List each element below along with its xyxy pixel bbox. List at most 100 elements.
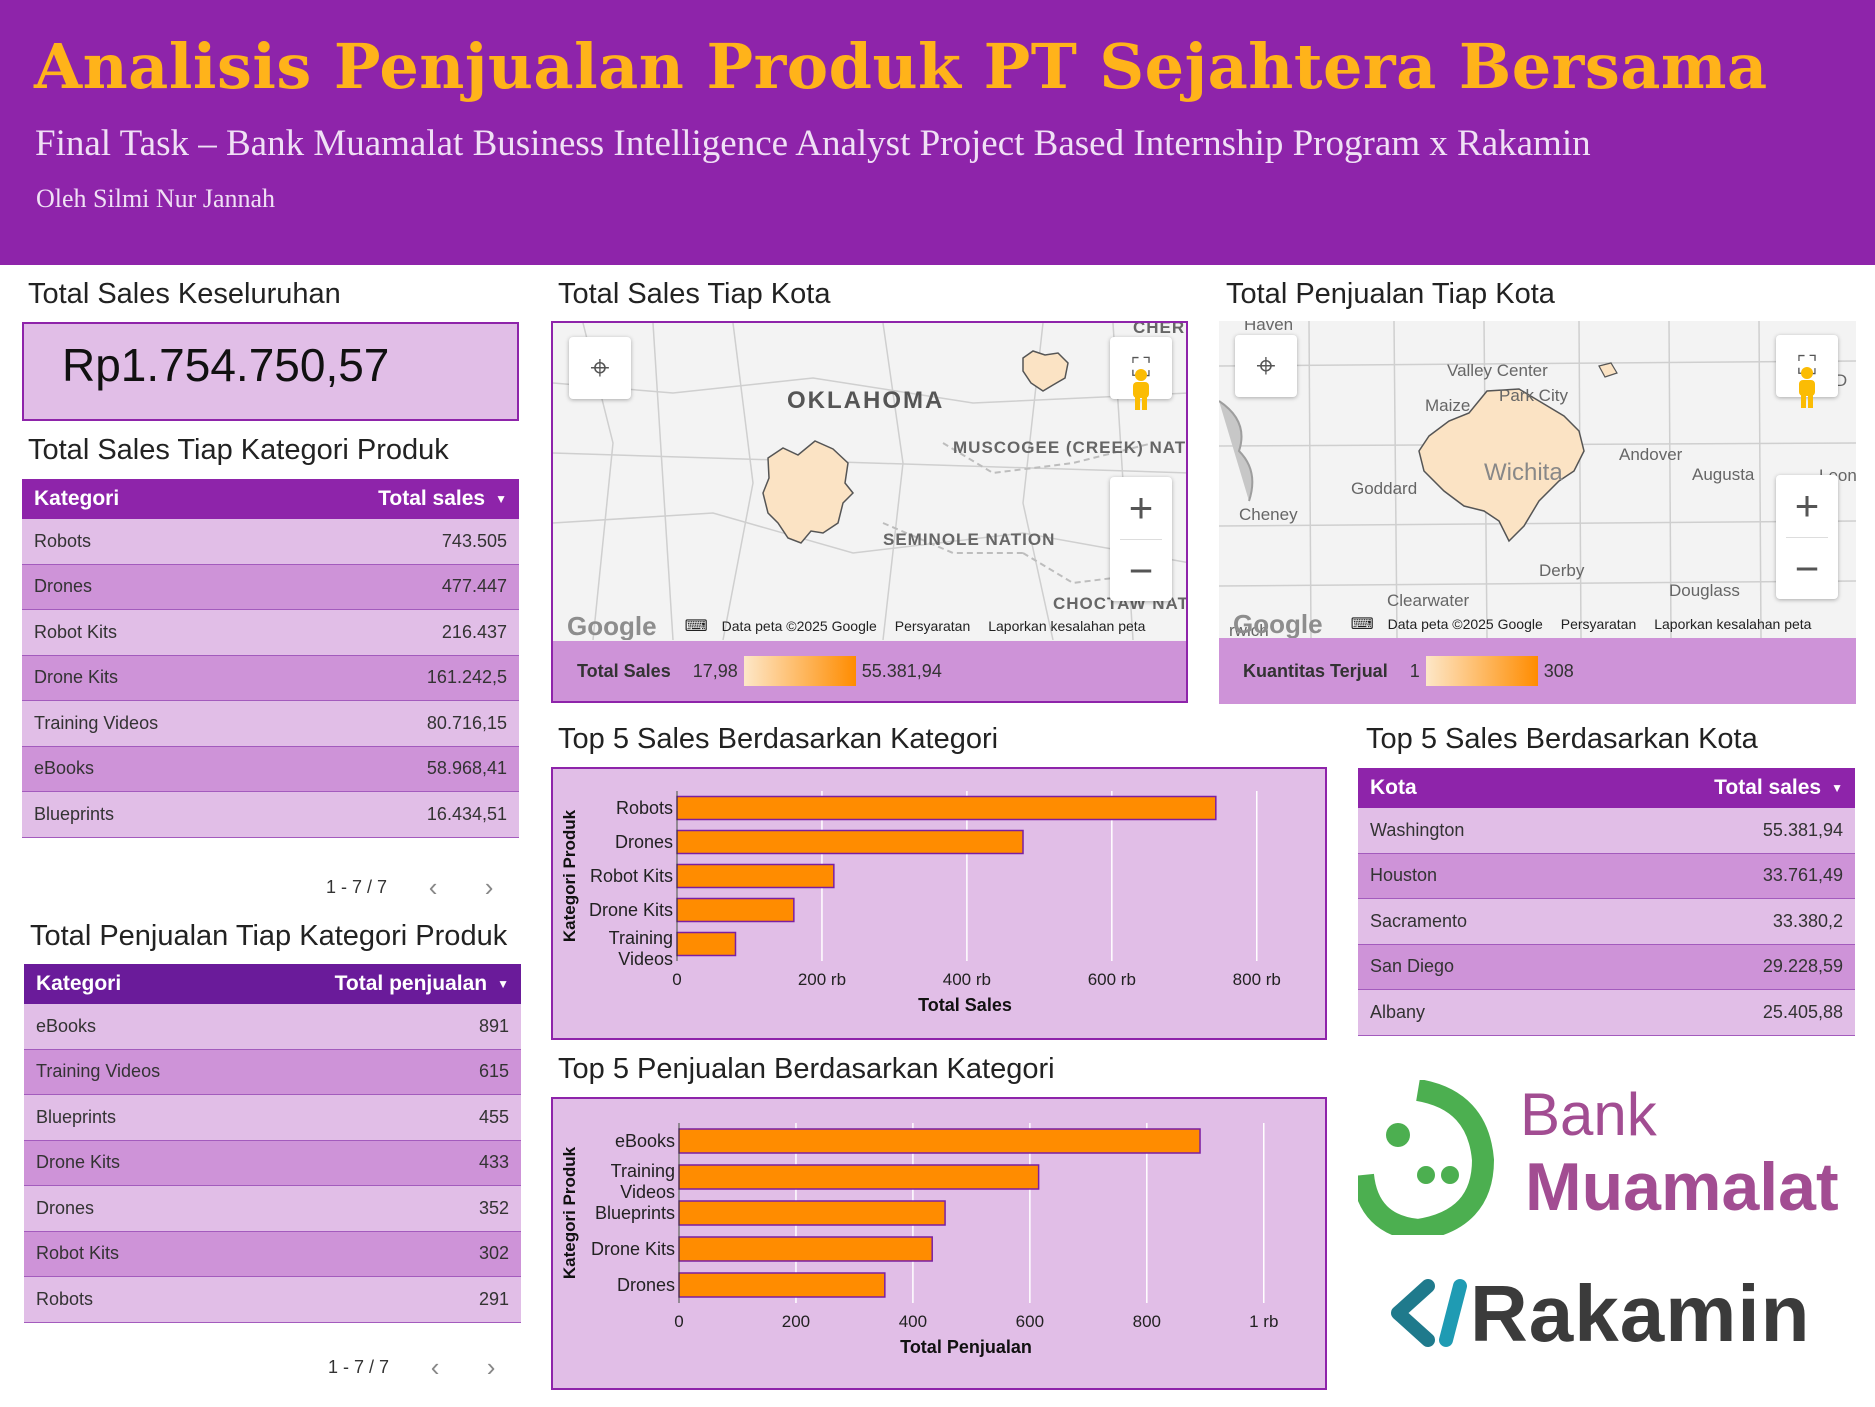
map-legend: Total Sales 17,98 55.381,94 — [553, 641, 1186, 701]
top5-qty-chart: 0 200 400 600 800 1 rb eBooks Training Videos Blu… — [551, 1097, 1327, 1390]
x-tick-label: 800 — [1133, 1312, 1161, 1331]
pagination-label: 1 - 7 / 7 — [328, 1357, 390, 1377]
column-header-kategori[interactable]: Kategori — [36, 972, 122, 995]
plus-icon[interactable]: + — [1128, 484, 1154, 531]
chart-qty-title: Top 5 Penjualan Berdasarkan Kategori — [558, 1053, 1055, 1085]
muamalat-logo-text: Muamalat — [1525, 1149, 1839, 1225]
qty-category-title: Total Penjualan Tiap Kategori Produk — [30, 920, 508, 952]
pegman-icon[interactable] — [1776, 357, 1838, 419]
sales-map[interactable]: OKLAHOMA MUSCOGEE (CREEK) NATION SEMINOL… — [551, 321, 1188, 703]
x-tick-label: 600 rb — [1088, 970, 1136, 989]
map-label-nation: MUSCOGEE (CREEK) NATION — [953, 438, 1186, 457]
table-row[interactable]: Sacramento 33.380,2 — [1358, 899, 1855, 945]
row-label: Blueprints — [36, 1106, 117, 1127]
map-canvas[interactable]: OKLAHOMA MUSCOGEE (CREEK) NATION SEMINOL… — [553, 323, 1186, 640]
map-qty-title: Total Penjualan Tiap Kota — [1226, 278, 1555, 310]
plus-icon[interactable]: + — [1794, 482, 1820, 529]
table-row[interactable]: Washington 55.381,94 — [1358, 808, 1855, 854]
kpi-card: Rp1.754.750,57 — [22, 322, 519, 421]
map-terms-link[interactable]: Persyaratan — [894, 618, 971, 634]
next-page-icon[interactable]: › — [486, 1352, 496, 1382]
table-row[interactable]: Drone Kits 161.242,5 — [22, 655, 519, 701]
bar[interactable] — [676, 795, 1217, 821]
x-axis-label: Total Sales — [918, 995, 1012, 1015]
map-terms-link[interactable]: Persyaratan — [1560, 616, 1637, 632]
bar[interactable] — [676, 931, 737, 957]
row-label: Blueprints — [34, 803, 115, 824]
column-header-total-sales[interactable]: Total sales ▼ — [1714, 776, 1843, 799]
row-label: Albany — [1370, 1001, 1426, 1022]
y-tick-label: Drones — [617, 1275, 675, 1295]
chart-sales-title: Top 5 Sales Berdasarkan Kategori — [558, 723, 999, 755]
column-header-kota[interactable]: Kota — [1370, 776, 1417, 799]
table-row[interactable]: Training Videos 80.716,15 — [22, 701, 519, 747]
table-row[interactable]: Robots 743.505 — [22, 519, 519, 565]
map-report-link[interactable]: Laporkan kesalahan peta — [1654, 616, 1812, 632]
bank-logo-text: Bank — [1520, 1081, 1657, 1148]
column-header-total-penjualan[interactable]: Total penjualan ▼ — [334, 972, 509, 995]
minus-icon[interactable]: − — [1128, 547, 1154, 594]
map-label-city: rwich — [1229, 621, 1269, 638]
map-label-city: Valley Center — [1447, 361, 1548, 380]
table-row[interactable]: Drones 352 — [24, 1186, 521, 1232]
locate-icon[interactable]: ⌖ — [1235, 335, 1297, 397]
keyboard-icon[interactable]: ⌨ — [684, 618, 708, 635]
bar[interactable] — [678, 1128, 1201, 1154]
table-row[interactable]: Houston 33.761,49 — [1358, 853, 1855, 899]
table-row[interactable]: eBooks 58.968,41 — [22, 746, 519, 792]
legend-gradient — [743, 656, 856, 686]
kpi-title: Total Sales Keseluruhan — [28, 278, 341, 310]
next-page-icon[interactable]: › — [484, 872, 494, 902]
y-tick-label: Robots — [616, 798, 673, 818]
table-row[interactable]: San Diego 29.228,59 — [1358, 944, 1855, 990]
legend-label: Total Sales — [577, 660, 671, 681]
keyboard-icon[interactable]: ⌨ — [1350, 616, 1374, 633]
table-row[interactable]: Robot Kits 302 — [24, 1231, 521, 1277]
column-header-total-sales[interactable]: Total sales ▼ — [378, 487, 507, 510]
table-row[interactable]: Blueprints 16.434,51 — [22, 792, 519, 838]
y-tick-label: Training Videos — [611, 1161, 675, 1202]
x-tick-label: 400 rb — [943, 970, 991, 989]
map-label-city: Augusta — [1692, 465, 1755, 484]
pegman-icon[interactable] — [1110, 359, 1172, 421]
row-label: Robot Kits — [36, 1243, 120, 1264]
pagination-label: 1 - 7 / 7 — [326, 877, 388, 897]
bar[interactable] — [676, 897, 795, 923]
table-row[interactable]: eBooks 891 — [24, 1004, 521, 1050]
table-row[interactable]: Albany 25.405,88 — [1358, 990, 1855, 1036]
table-row[interactable]: Drones 477.447 — [22, 564, 519, 610]
y-tick-label: eBooks — [615, 1131, 675, 1151]
y-axis-label: Kategori Produk — [560, 809, 579, 942]
bar[interactable] — [676, 829, 1024, 855]
prev-page-icon[interactable]: ‹ — [430, 1352, 440, 1382]
map-label-nation: SEMINOLE NATION — [883, 530, 1056, 549]
qty-map[interactable]: Haven Valley Center Park City Maize Wich… — [1219, 321, 1856, 704]
table-header: Kota Total sales ▼ — [1358, 768, 1855, 808]
table-row[interactable]: Robots 291 — [24, 1277, 521, 1323]
map-data-credit: Data peta ©2025 Google — [721, 618, 877, 634]
bar[interactable] — [678, 1272, 886, 1298]
map-footer: Google ⌨ Data peta ©2025 Google Persyara… — [1219, 609, 1856, 639]
column-header-kategori[interactable]: Kategori — [34, 487, 120, 510]
bar[interactable] — [678, 1236, 933, 1262]
bar[interactable] — [678, 1164, 1040, 1190]
minus-icon[interactable]: − — [1794, 545, 1820, 592]
table-row[interactable]: Drone Kits 433 — [24, 1140, 521, 1186]
locate-icon[interactable]: ⌖ — [569, 337, 631, 399]
sales-category-table: Kategori Total sales ▼ Robots 743.505 Drone… — [22, 479, 519, 838]
map-canvas[interactable]: Haven Valley Center Park City Maize Wich… — [1219, 321, 1856, 638]
fullscreen-icon[interactable]: ⛶ — [1110, 337, 1172, 399]
bar[interactable] — [678, 1200, 946, 1226]
row-value: 16.434,51 — [426, 803, 507, 824]
map-report-link[interactable]: Laporkan kesalahan peta — [988, 618, 1146, 634]
table-row[interactable]: Blueprints 455 — [24, 1095, 521, 1141]
table-row[interactable]: Training Videos 615 — [24, 1049, 521, 1095]
rakamin-logo-icon — [1391, 1279, 1467, 1347]
row-value: 33.761,49 — [1762, 865, 1843, 886]
row-value: 58.968,41 — [426, 758, 507, 779]
table-row[interactable]: Robot Kits 216.437 — [22, 610, 519, 656]
prev-page-icon[interactable]: ‹ — [428, 872, 438, 902]
map-label-state: OKLAHOMA — [787, 387, 945, 414]
sort-desc-icon: ▼ — [497, 977, 509, 991]
bar[interactable] — [676, 863, 835, 889]
